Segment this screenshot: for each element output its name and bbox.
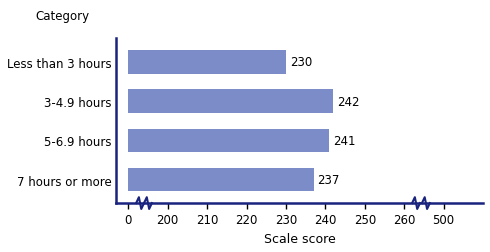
Bar	[128, 90, 333, 113]
Text: 237: 237	[318, 173, 340, 186]
Bar	[128, 129, 329, 152]
Text: 242: 242	[337, 95, 360, 108]
Text: 241: 241	[333, 134, 356, 147]
Text: Category: Category	[36, 10, 90, 23]
X-axis label: Scale score: Scale score	[264, 232, 336, 245]
Text: 230: 230	[290, 56, 312, 69]
Bar	[128, 51, 286, 74]
Bar	[128, 168, 314, 192]
